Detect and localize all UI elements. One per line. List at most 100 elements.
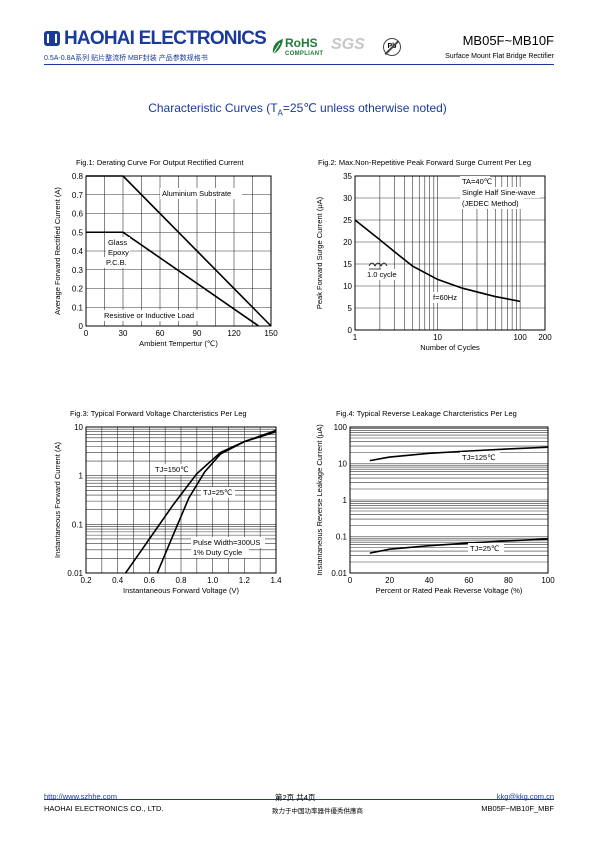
footer-website-link[interactable]: http://www.szhhe.com	[44, 792, 117, 801]
fig3-annotation: 1% Duty Cycle	[193, 548, 242, 557]
fig1-series-line-0	[86, 175, 272, 327]
fig4-ytick-label: 100	[334, 423, 348, 432]
fig1-xtick-label: 30	[119, 329, 128, 338]
header-divider	[44, 64, 554, 65]
fig4-xtick-label: 20	[385, 576, 394, 585]
fig1-annotation: Resistive or Inductive Load	[104, 311, 194, 320]
fig3-ytick-label: 10	[74, 423, 83, 432]
company-name: HAOHAI ELECTRONICS	[64, 28, 267, 49]
part-description: Surface Mount Flat Bridge Rectifier	[445, 53, 554, 60]
fig1-xtick-label: 60	[156, 329, 165, 338]
fig2-ytick-label: 35	[343, 172, 352, 181]
footer-email-link[interactable]: kkg@kkg.com.cn	[496, 792, 554, 801]
fig1-annotation-bg	[104, 257, 132, 268]
fig3-annotation-bg	[191, 547, 249, 558]
fig1-annotation: P.C.B.	[106, 258, 127, 267]
fig4-xlabel: Percent or Rated Peak Reverse Voltage (%…	[376, 586, 523, 595]
fig3-annotation: Pulse Width=300US	[193, 538, 260, 547]
fig3-frame	[85, 426, 277, 574]
fig3-annotation: TJ=25℃	[203, 488, 232, 497]
fig4-annotation-bg	[460, 452, 500, 463]
fig2-annotation-bg	[431, 292, 461, 303]
fig1-annotation-bg	[106, 247, 130, 258]
fig2-xtick-label: 200	[538, 333, 552, 342]
header-subtitle: 0.5A-0.8A系列 贴片整流桥 MBF封装 产品参数规格书	[44, 55, 208, 62]
fig2-annotation: TA=40℃	[462, 177, 492, 186]
fig3-annotation: TJ=150℃	[155, 465, 189, 474]
fig3-xtick-label: 1.0	[207, 576, 219, 585]
fig1-annotation-bg	[160, 188, 242, 199]
fig1-ytick-label: 0.3	[72, 266, 84, 275]
fig4-frame	[349, 426, 549, 574]
fig1-ytick-label: 0.2	[72, 285, 84, 294]
fig3-xlabel: Instantaneous Forward Voltage (V)	[123, 586, 239, 595]
fig1-title: Fig.1: Derating Curve For Output Rectifi…	[76, 158, 244, 167]
rohs-sub-label: COMPLIANT	[285, 51, 324, 57]
fig3-title: Fig.3: Typical Forward Voltage Charcteri…	[70, 409, 247, 418]
page-title: Characteristic Curves (TA=25℃ unless oth…	[0, 101, 595, 117]
fig3-ylabel: Instantaneous Forward Current (A)	[53, 442, 62, 558]
fig4-chart: 0 20 40 60 80 100 0.01 0.1 1 10 100 Percent or Rate…	[315, 423, 555, 595]
rohs-label: RoHS	[285, 36, 318, 50]
fig3-annotation-bg	[201, 487, 235, 498]
fig2-xlabel: Number of Cycles	[420, 343, 480, 352]
company-logo-icon	[44, 31, 60, 46]
footer-page-number: 第2页 共4页	[275, 793, 316, 802]
rohs-badge: RoHS COMPLIANT	[285, 36, 324, 60]
fig1-ylabel: Average Forward Rectified Current (A)	[53, 187, 62, 315]
sgs-badge: SGS	[331, 36, 365, 53]
fig1-xtick-label: 90	[193, 329, 202, 338]
fig2-xtick-label: 100	[513, 333, 527, 342]
fig4-series-line-0	[369, 446, 549, 462]
fig2-xtick-label: 10	[433, 333, 442, 342]
fig2-ytick-label: 25	[343, 216, 352, 225]
footer-divider	[44, 799, 554, 800]
fig3-xtick-label: 0.8	[175, 576, 187, 585]
fig1-xtick-label: 150	[264, 329, 278, 338]
part-number: MB05F~MB10F	[462, 33, 554, 48]
fig2-ytick-label: 20	[343, 238, 352, 247]
fig1-annotation: Epoxy	[108, 248, 129, 257]
fig2-annotation-bg	[460, 198, 524, 209]
fig1-ytick-label: 0.1	[72, 303, 84, 312]
fig1-series-line-1	[86, 231, 260, 327]
fig2-annotation-bg	[460, 176, 490, 187]
fig4-ylabel: Instantaneous Reverse Leakage Current (μ…	[315, 424, 324, 576]
fig1-chart: 0 30 60 90 120 150 0 0.1 0.2 0.3 0.4 0.5 0.6 0.7 0.8 Am…	[53, 172, 278, 348]
fig2-annotation-bg	[460, 187, 540, 198]
fig4-xtick-label: 40	[425, 576, 434, 585]
fig3-xtick-label: 1.4	[270, 576, 282, 585]
fig1-frame	[85, 175, 272, 327]
fig3-xtick-label: 0.4	[112, 576, 124, 585]
fig3-series-line-1	[156, 430, 277, 574]
fig4-ytick-label: 0.01	[331, 569, 347, 578]
fig4-xtick-label: 100	[541, 576, 555, 585]
fig2-series-line-0	[354, 219, 521, 303]
fig1-xtick-label: 120	[227, 329, 241, 338]
fig1-annotation: Glass	[108, 238, 127, 247]
fig3-xtick-label: 0.2	[80, 576, 92, 585]
fig3-xtick-label: 0.6	[144, 576, 156, 585]
fig4-xtick-label: 0	[348, 576, 353, 585]
footer-doc-id: MB05F~MB10F_MBF	[481, 804, 554, 813]
fig2-annotation: f=60Hz	[433, 293, 457, 302]
fig2-ytick-label: 30	[343, 194, 352, 203]
page-title-suffix: =25℃ unless otherwise noted)	[282, 101, 447, 115]
fig3-ytick-label: 1	[79, 472, 84, 481]
fig4-annotation-bg	[468, 543, 504, 554]
fig3-xtick-label: 1.2	[239, 576, 251, 585]
fig2-ylabel: Peak Forward Surge Current (μA)	[315, 196, 324, 309]
fig2-ytick-label: 10	[343, 282, 352, 291]
fig4-annotation: TJ=125℃	[462, 453, 496, 462]
fig1-annotation-bg	[102, 310, 202, 321]
fig1-ytick-label: 0.4	[72, 247, 84, 256]
fig4-ytick-label: 0.1	[336, 533, 348, 542]
fig2-annotation-bg	[365, 269, 401, 280]
fig4-xtick-label: 60	[464, 576, 473, 585]
rohs-leaf-icon	[272, 39, 283, 55]
fig3-chart: 0.2 0.4 0.6 0.8 1.0 1.2 1.4 0.01 0.1 1 10 Instantan…	[53, 423, 282, 595]
fig3-annotation-bg	[153, 464, 191, 475]
fig2-annotation: (JEDEC Method)	[462, 199, 519, 208]
fig1-ytick-label: 0.5	[72, 228, 84, 237]
fig4-title: Fig.4: Typical Reverse Leakage Charcteri…	[336, 409, 517, 418]
